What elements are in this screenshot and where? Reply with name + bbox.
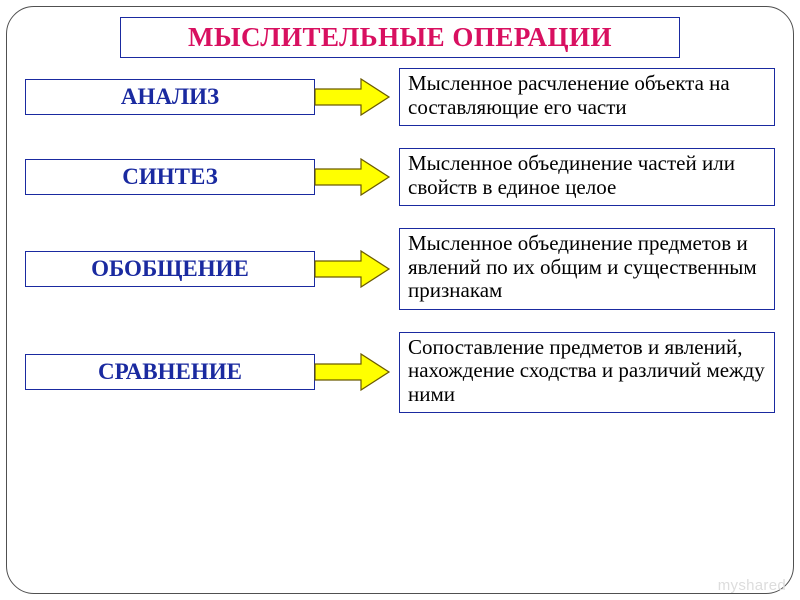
arrow-right-icon — [313, 248, 391, 290]
term-box: СРАВНЕНИЕ — [25, 354, 315, 390]
definition-box: Мысленное объединение частей или свойств… — [399, 148, 775, 206]
term-box: ОБОБЩЕНИЕ — [25, 251, 315, 287]
slide-frame: МЫСЛИТЕЛЬНЫЕ ОПЕРАЦИИ АНАЛИЗ Мысленное р… — [6, 6, 794, 594]
arrow-right-icon — [313, 76, 391, 118]
watermark-text: myshared — [718, 577, 786, 594]
operation-row: СИНТЕЗ Мысленное объединение частей или … — [25, 148, 775, 206]
rows-container: АНАЛИЗ Мысленное расчленение объекта на … — [25, 68, 775, 413]
slide-title: МЫСЛИТЕЛЬНЫЕ ОПЕРАЦИИ — [120, 17, 680, 58]
arrow-right-icon — [313, 351, 391, 393]
operation-row: АНАЛИЗ Мысленное расчленение объекта на … — [25, 68, 775, 126]
definition-box: Мысленное объединение предметов и явлени… — [399, 228, 775, 310]
definition-box: Мысленное расчленение объекта на составл… — [399, 68, 775, 126]
arrow-right-icon — [313, 156, 391, 198]
term-box: СИНТЕЗ — [25, 159, 315, 195]
definition-box: Сопоставление предметов и явлений, нахож… — [399, 332, 775, 414]
operation-row: ОБОБЩЕНИЕ Мысленное объединение предмето… — [25, 228, 775, 310]
term-box: АНАЛИЗ — [25, 79, 315, 115]
operation-row: СРАВНЕНИЕ Сопоставление предметов и явле… — [25, 332, 775, 414]
